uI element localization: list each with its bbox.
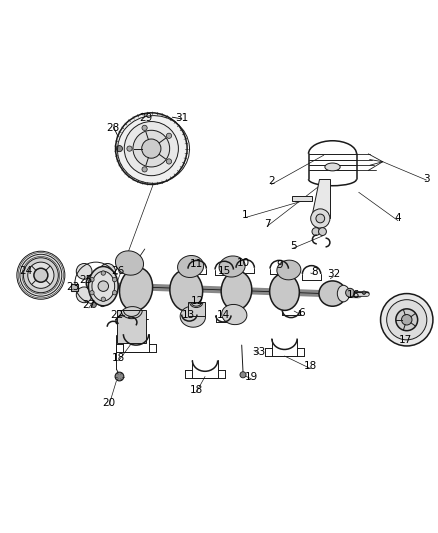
Text: 23: 23 <box>66 282 79 293</box>
Circle shape <box>312 228 320 236</box>
Text: 9: 9 <box>276 260 283 270</box>
Circle shape <box>381 294 433 346</box>
Ellipse shape <box>88 266 118 306</box>
Polygon shape <box>311 179 330 219</box>
Text: 24: 24 <box>19 266 33 276</box>
Ellipse shape <box>325 163 340 171</box>
Ellipse shape <box>270 273 299 310</box>
Circle shape <box>396 309 418 330</box>
Ellipse shape <box>92 271 115 301</box>
Polygon shape <box>187 302 205 316</box>
Circle shape <box>240 372 246 378</box>
Circle shape <box>28 262 54 288</box>
Text: 28: 28 <box>107 123 120 133</box>
FancyBboxPatch shape <box>71 285 78 291</box>
Circle shape <box>362 291 366 294</box>
Ellipse shape <box>221 271 252 310</box>
Ellipse shape <box>177 255 204 278</box>
Circle shape <box>318 228 326 236</box>
Text: 16: 16 <box>347 290 360 300</box>
Ellipse shape <box>180 306 205 327</box>
Circle shape <box>17 251 65 299</box>
Text: 14: 14 <box>217 310 230 320</box>
Ellipse shape <box>119 306 145 328</box>
Circle shape <box>311 209 330 228</box>
Circle shape <box>92 279 100 287</box>
Circle shape <box>116 113 187 184</box>
Text: 5: 5 <box>290 240 297 251</box>
Text: 8: 8 <box>311 267 318 277</box>
Text: 18: 18 <box>112 353 125 363</box>
Circle shape <box>316 214 325 223</box>
Circle shape <box>142 139 161 158</box>
Circle shape <box>113 290 117 295</box>
Circle shape <box>98 281 109 292</box>
Text: 33: 33 <box>253 346 266 357</box>
Text: 27: 27 <box>82 300 95 310</box>
Circle shape <box>142 125 147 131</box>
Polygon shape <box>117 310 146 343</box>
Text: 13: 13 <box>182 310 195 319</box>
Text: 11: 11 <box>190 260 203 269</box>
Text: 6: 6 <box>299 308 305 318</box>
Circle shape <box>133 130 170 167</box>
Text: 18: 18 <box>304 361 317 371</box>
Polygon shape <box>292 196 311 201</box>
Text: 7: 7 <box>264 219 270 229</box>
Text: 25: 25 <box>79 276 92 286</box>
Text: 26: 26 <box>111 266 124 276</box>
Circle shape <box>90 277 94 282</box>
Text: 20: 20 <box>102 398 116 408</box>
Circle shape <box>76 287 92 303</box>
Text: 15: 15 <box>218 266 231 276</box>
Circle shape <box>76 263 92 279</box>
Circle shape <box>100 263 116 279</box>
Text: 3: 3 <box>423 174 430 184</box>
Circle shape <box>166 133 172 139</box>
Circle shape <box>34 268 48 282</box>
Circle shape <box>113 277 117 282</box>
Circle shape <box>402 314 412 325</box>
Circle shape <box>127 146 132 151</box>
Ellipse shape <box>170 270 203 311</box>
Circle shape <box>101 271 106 275</box>
Text: 10: 10 <box>237 258 250 268</box>
Ellipse shape <box>337 285 350 302</box>
Circle shape <box>346 288 354 297</box>
Circle shape <box>23 258 58 293</box>
Text: 19: 19 <box>245 372 258 382</box>
Text: 17: 17 <box>399 335 413 345</box>
Text: 2: 2 <box>268 176 275 187</box>
Text: 12: 12 <box>191 296 204 306</box>
Text: 18: 18 <box>190 385 203 394</box>
Circle shape <box>100 302 105 306</box>
Text: 4: 4 <box>395 214 401 223</box>
Ellipse shape <box>277 260 301 280</box>
Ellipse shape <box>319 281 346 306</box>
Circle shape <box>142 167 147 172</box>
Circle shape <box>387 300 427 340</box>
Circle shape <box>90 290 94 295</box>
Text: 29: 29 <box>139 113 152 123</box>
Circle shape <box>117 146 123 152</box>
Ellipse shape <box>116 251 144 275</box>
Circle shape <box>20 254 62 296</box>
Text: 22: 22 <box>110 310 123 320</box>
Circle shape <box>101 297 106 302</box>
Circle shape <box>86 273 106 293</box>
Circle shape <box>166 159 172 164</box>
Ellipse shape <box>222 304 247 325</box>
Circle shape <box>91 302 96 308</box>
Text: 32: 32 <box>327 269 340 279</box>
Circle shape <box>100 287 116 303</box>
Ellipse shape <box>219 256 245 277</box>
Ellipse shape <box>120 268 152 311</box>
Text: 31: 31 <box>175 113 188 123</box>
Text: 1: 1 <box>242 210 248 220</box>
Circle shape <box>115 372 124 381</box>
Circle shape <box>124 122 178 176</box>
